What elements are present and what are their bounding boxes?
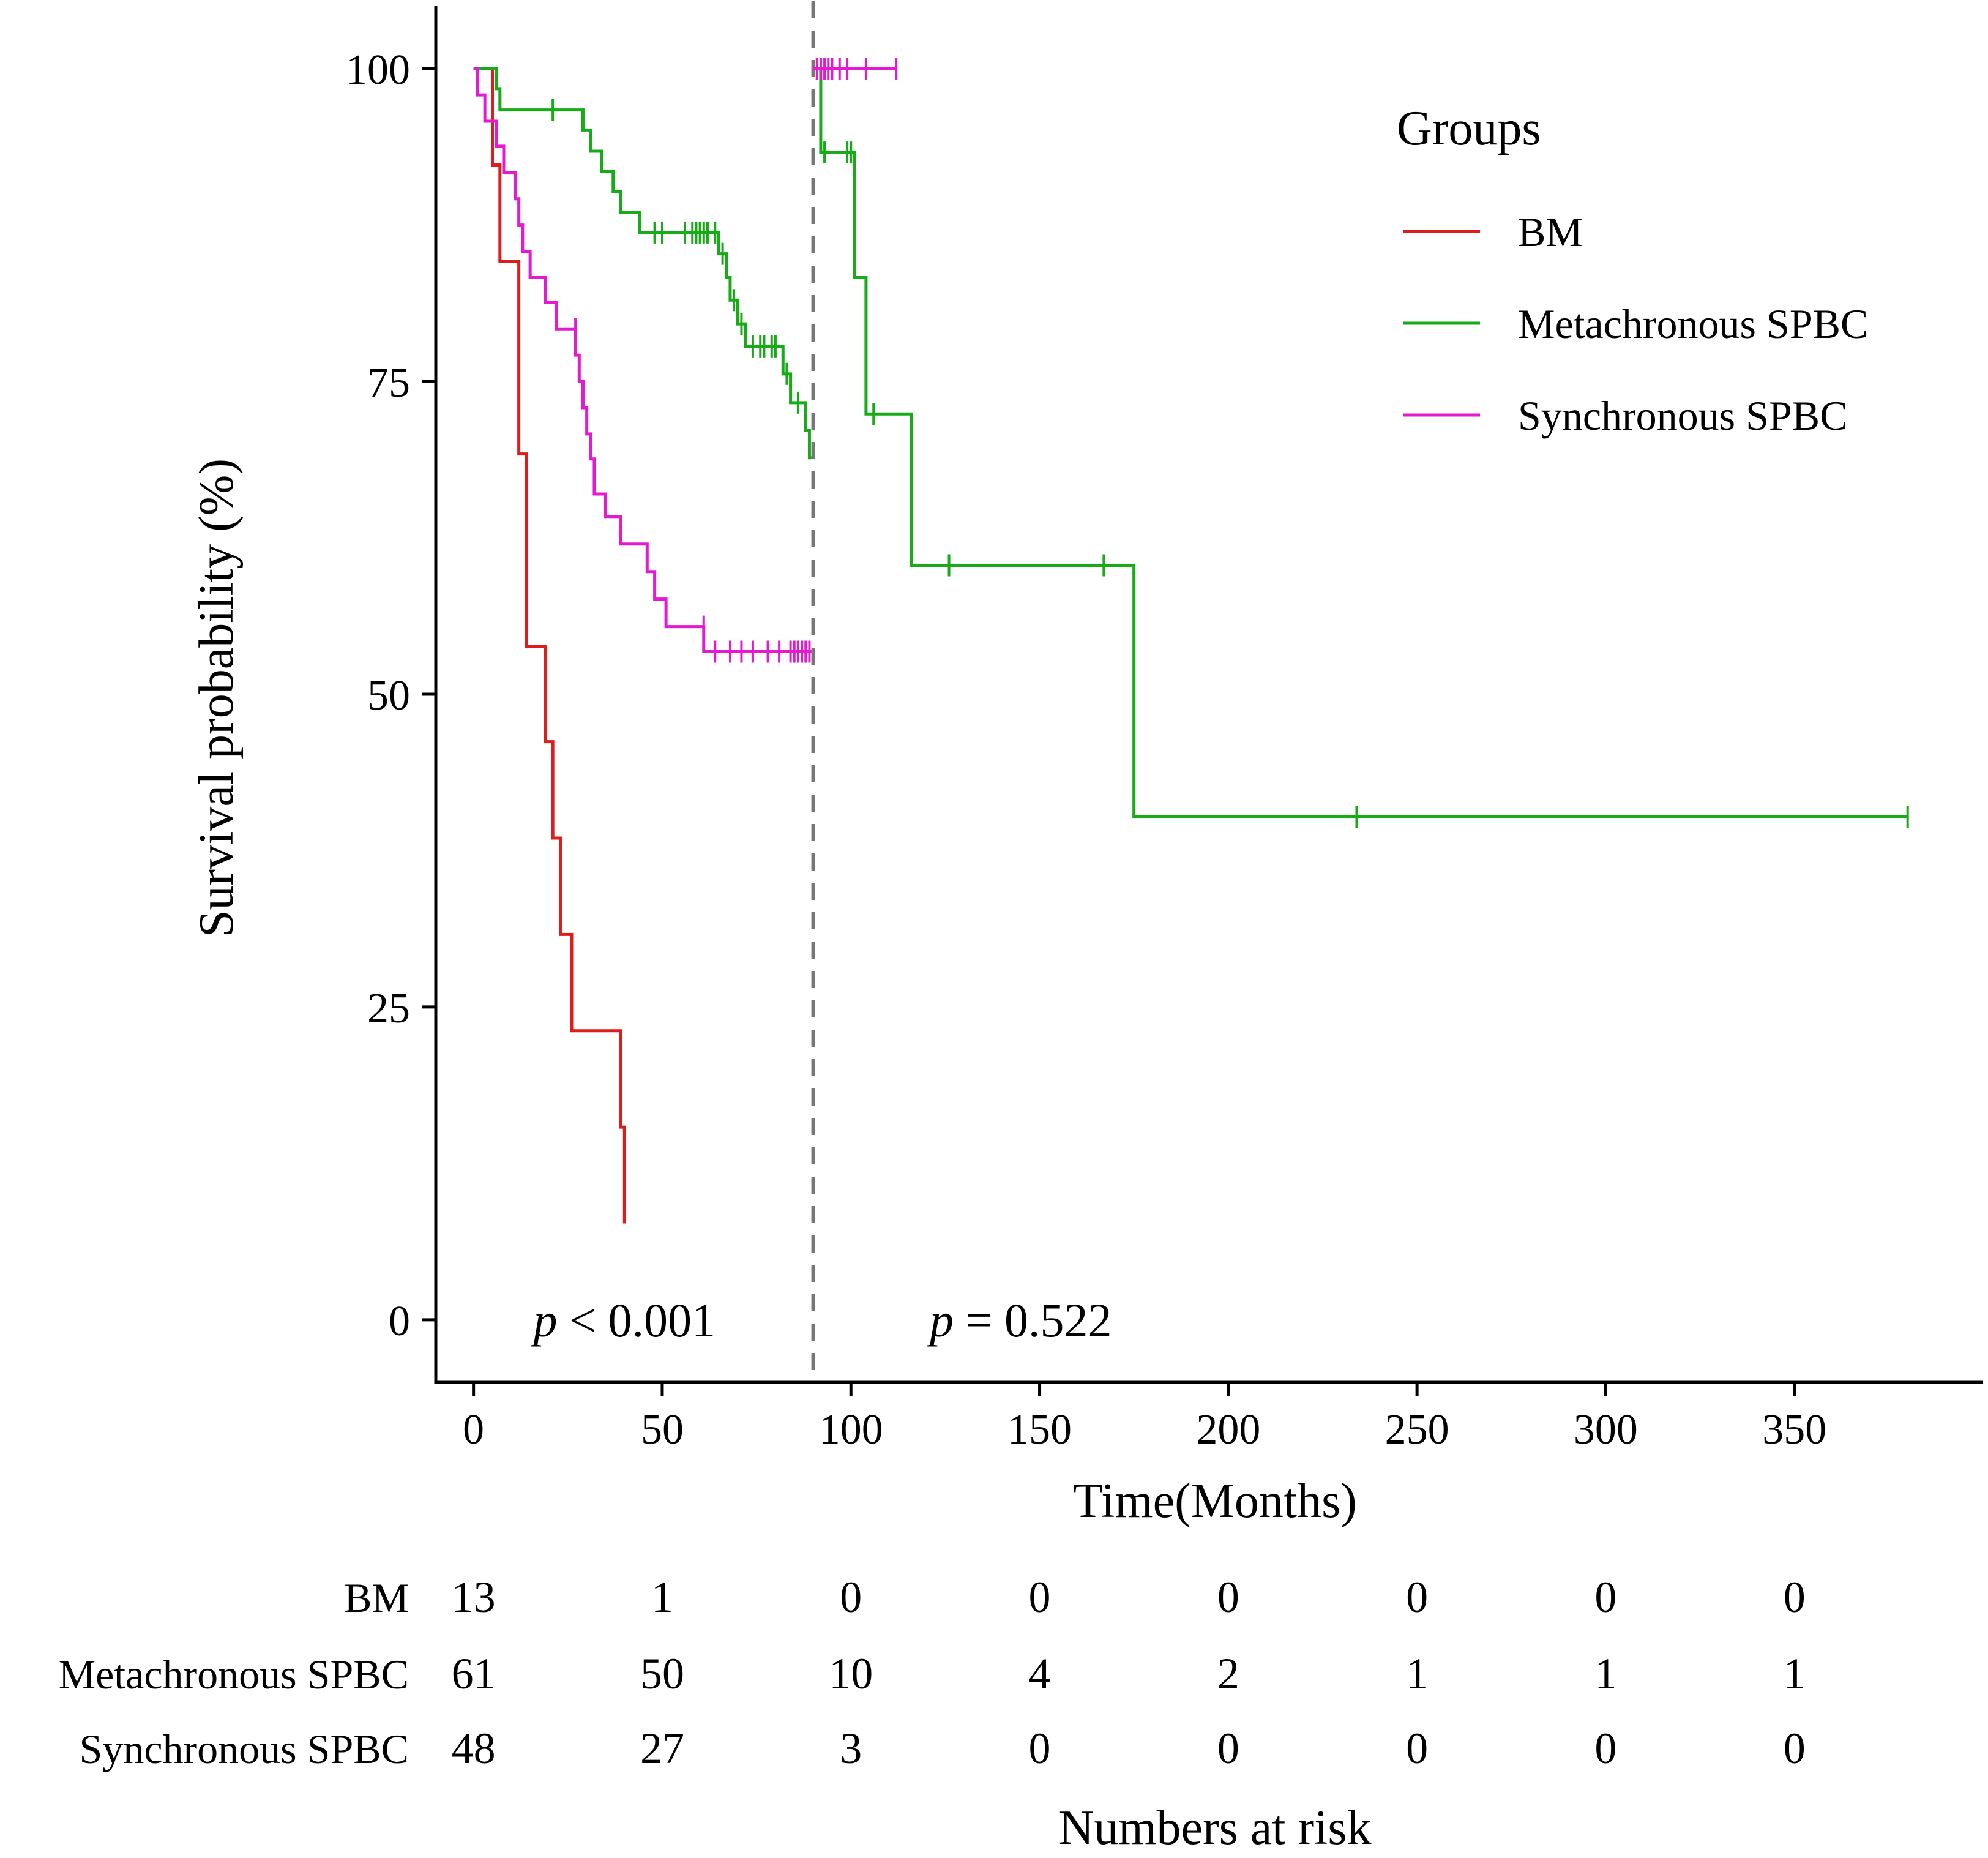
x-tick-label: 250 xyxy=(1385,1406,1449,1453)
curve-bm-segment-1 xyxy=(473,67,626,1224)
y-axis-title: Survival probability (%) xyxy=(190,459,244,937)
risk-count: 50 xyxy=(640,1649,684,1698)
risk-count: 61 xyxy=(452,1649,496,1698)
risk-row-label: Synchronous SPBC xyxy=(80,1726,409,1772)
risk-count: 3 xyxy=(840,1724,862,1773)
curve-synchronous-spbc-segment-1 xyxy=(473,67,812,654)
x-tick-label: 200 xyxy=(1196,1406,1260,1453)
axes: 0 25 50 75 100 0 50 100 150 200 250 300 350 xyxy=(346,6,1983,1453)
x-tick-label: 0 xyxy=(463,1406,484,1453)
p-value-label: p < 0.001 xyxy=(531,1294,716,1347)
x-tick-label: 300 xyxy=(1574,1406,1638,1453)
risk-count: 0 xyxy=(1029,1573,1051,1622)
risk-count: 2 xyxy=(1217,1649,1239,1698)
risk-count: 0 xyxy=(1217,1724,1239,1773)
risk-count: 0 xyxy=(1594,1724,1616,1773)
p-value-label: p = 0.522 xyxy=(927,1294,1112,1347)
legend-title: Groups xyxy=(1397,102,1541,155)
risk-count: 1 xyxy=(1406,1649,1428,1698)
legend-label: Synchronous SPBC xyxy=(1518,392,1847,439)
risk-count: 13 xyxy=(452,1573,496,1622)
risk-count: 0 xyxy=(1594,1573,1616,1622)
x-tick-label: 50 xyxy=(641,1406,684,1453)
y-tick-label: 50 xyxy=(367,672,410,719)
y-tick-label: 0 xyxy=(389,1298,410,1345)
risk-count: 4 xyxy=(1029,1649,1051,1698)
survival-curves xyxy=(473,58,1909,1224)
risk-row-label: Metachronous SPBC xyxy=(59,1651,409,1698)
risk-count: 0 xyxy=(1217,1573,1239,1622)
risk-count: 0 xyxy=(1784,1573,1806,1622)
y-tick-label: 75 xyxy=(367,359,410,406)
risk-row-label: BM xyxy=(344,1575,409,1621)
y-tick-label: 100 xyxy=(346,47,410,94)
x-tick-label: 150 xyxy=(1007,1406,1072,1453)
risk-count: 10 xyxy=(829,1649,873,1698)
curve-metachronous-spbc-segment-2 xyxy=(813,67,1908,818)
x-tick-label: 100 xyxy=(819,1406,883,1453)
legend: Groups BM Metachronous SPBC Synchronous SPB… xyxy=(1397,102,1868,439)
x-axis-title: Time(Months) xyxy=(1073,1474,1357,1528)
p-value-annotations: p < 0.001 p = 0.522 xyxy=(531,1294,1112,1347)
risk-count: 48 xyxy=(452,1724,496,1773)
risk-count: 1 xyxy=(1594,1649,1616,1698)
risk-count: 0 xyxy=(1784,1724,1806,1773)
risk-count: 0 xyxy=(1406,1573,1428,1622)
y-tick-label: 25 xyxy=(367,985,410,1032)
risk-count: 1 xyxy=(651,1573,673,1622)
risk-count: 0 xyxy=(840,1573,862,1622)
risk-table-title: Numbers at risk xyxy=(1058,1801,1371,1855)
x-tick-label: 350 xyxy=(1762,1406,1826,1453)
risk-count: 27 xyxy=(640,1724,684,1773)
risk-count: 1 xyxy=(1784,1649,1806,1698)
legend-label: BM xyxy=(1518,209,1583,255)
risk-count: 0 xyxy=(1406,1724,1428,1773)
legend-label: Metachronous SPBC xyxy=(1518,301,1868,347)
risk-count: 0 xyxy=(1029,1724,1051,1773)
curve-metachronous-spbc-segment-1 xyxy=(473,67,812,460)
